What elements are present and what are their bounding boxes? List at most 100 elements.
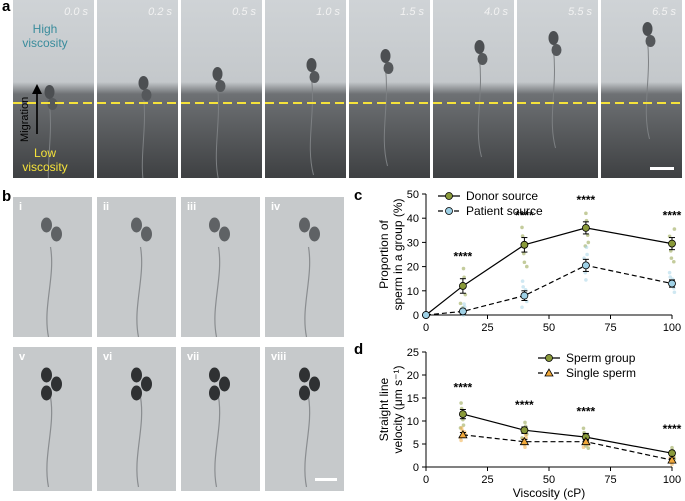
micrograph-label: v bbox=[19, 351, 26, 363]
x-tick-label: 25 bbox=[481, 322, 493, 334]
x-axis-label: Viscosity (cP) bbox=[513, 334, 585, 336]
y-tick-label: 10 bbox=[407, 416, 419, 428]
sperm-tail bbox=[309, 76, 314, 176]
raw-data-point bbox=[523, 445, 527, 450]
frame-time-label: 5.5 s bbox=[568, 6, 592, 18]
y-axis-label-line: velocity (μm s⁻¹) bbox=[391, 366, 405, 454]
legend-label: Sperm group bbox=[566, 351, 636, 365]
raw-data-point bbox=[459, 401, 463, 405]
sperm-head bbox=[215, 80, 226, 92]
time-lapse-frame: 4.0 s bbox=[433, 0, 514, 178]
significance-label: **** bbox=[515, 209, 534, 223]
legend-marker bbox=[445, 207, 453, 215]
frame-background bbox=[97, 0, 178, 178]
y-axis-label-line: Proportion of bbox=[377, 219, 391, 288]
sperm-tail bbox=[215, 85, 219, 178]
raw-data-point bbox=[521, 285, 525, 289]
y-tick-label: 20 bbox=[407, 370, 419, 382]
raw-data-point bbox=[581, 445, 586, 450]
low-viscosity-label: Low viscosity bbox=[22, 146, 68, 174]
legend-marker bbox=[544, 368, 554, 377]
panel-letter: d bbox=[354, 341, 363, 358]
micrograph-cell: i bbox=[13, 197, 92, 337]
data-marker bbox=[458, 429, 468, 439]
raw-data-point bbox=[459, 426, 464, 430]
raw-data-point bbox=[525, 264, 529, 269]
frame-time-label: 1.5 s bbox=[400, 6, 424, 18]
panel-a-letter: a bbox=[2, 0, 11, 15]
arrow-head bbox=[32, 84, 42, 94]
sperm-head bbox=[309, 226, 320, 242]
sperm-head bbox=[131, 385, 142, 401]
frame-background bbox=[517, 0, 598, 178]
chart-straight-line-velocity: d 0 5 10 15 20 25 0 25 50 75 100 Viscosity (cP) Strai… bbox=[354, 341, 682, 500]
sperm-tail bbox=[46, 246, 53, 337]
time-lapse-frame: 6.5 s bbox=[601, 0, 682, 178]
x-tick-label: 50 bbox=[543, 322, 555, 334]
migration-arrow: Migration bbox=[19, 84, 42, 142]
sperm-head bbox=[41, 217, 52, 233]
significance-label: **** bbox=[577, 193, 596, 207]
micrograph-cell: ii bbox=[97, 197, 176, 337]
time-lapse-frame: 0.0 s bbox=[13, 0, 94, 178]
significance-label: **** bbox=[577, 404, 596, 418]
sperm-head bbox=[131, 217, 142, 233]
legend-label: Donor source bbox=[466, 189, 538, 203]
raw-data-point bbox=[670, 462, 674, 467]
series-line bbox=[425, 227, 673, 316]
frame-time-label: 0.0 s bbox=[64, 6, 88, 18]
raw-data-point bbox=[672, 227, 677, 231]
sperm-head bbox=[219, 376, 230, 392]
micrograph-label: vi bbox=[103, 351, 113, 363]
series-line bbox=[462, 413, 673, 454]
y-axis-label-line: Straight line bbox=[377, 377, 391, 441]
legend-label: Patient source bbox=[466, 204, 543, 218]
y-tick-label: 50 bbox=[407, 189, 419, 201]
x-tick-label: 100 bbox=[663, 474, 681, 486]
significance-label: **** bbox=[663, 422, 682, 436]
sperm-head bbox=[209, 385, 220, 401]
migration-label: Migration bbox=[19, 97, 31, 142]
raw-data-point bbox=[462, 275, 466, 280]
time-lapse-frame: 1.5 s bbox=[349, 0, 430, 178]
legend-marker bbox=[545, 354, 553, 362]
sperm-tail bbox=[46, 396, 53, 488]
raw-data-point bbox=[670, 445, 674, 450]
x-tick-label: 0 bbox=[423, 474, 429, 486]
data-marker bbox=[668, 239, 676, 248]
sperm-head bbox=[141, 226, 152, 242]
y-axis-label: Straight linevelocity (μm s⁻¹) bbox=[377, 366, 405, 454]
y-tick-label: 0 bbox=[413, 310, 419, 322]
frame-time-label: 4.0 s bbox=[484, 6, 508, 18]
frame-background bbox=[265, 0, 346, 178]
micrograph-label: i bbox=[19, 201, 23, 213]
sperm-head bbox=[141, 376, 152, 392]
sperm-tail bbox=[47, 103, 51, 178]
time-lapse-frame: 5.5 s bbox=[517, 0, 598, 178]
data-marker bbox=[667, 455, 677, 464]
raw-data-point bbox=[522, 260, 527, 265]
raw-data-point bbox=[668, 275, 672, 279]
sperm-head bbox=[306, 58, 317, 72]
raw-data-point bbox=[458, 301, 463, 306]
x-tick-label: 100 bbox=[663, 322, 681, 334]
raw-data-point bbox=[667, 270, 672, 275]
x-tick-label: 25 bbox=[481, 474, 493, 486]
raw-data-point bbox=[520, 279, 525, 283]
y-tick-label: 15 bbox=[407, 393, 419, 405]
sperm-tail bbox=[383, 67, 388, 167]
sperm-head bbox=[44, 85, 55, 99]
sperm-head bbox=[141, 89, 152, 101]
y-tick-label: 10 bbox=[407, 286, 419, 298]
raw-data-point bbox=[586, 240, 591, 245]
sperm-tail bbox=[304, 246, 311, 337]
sperm-head bbox=[645, 35, 656, 47]
sperm-head bbox=[309, 376, 320, 392]
data-marker bbox=[520, 426, 529, 435]
sperm-head bbox=[138, 76, 149, 90]
sperm-head bbox=[380, 49, 391, 63]
x-tick-label: 0 bbox=[423, 322, 429, 334]
raw-data-point bbox=[520, 225, 524, 230]
sperm-tail bbox=[136, 246, 143, 337]
raw-data-point bbox=[585, 252, 589, 257]
